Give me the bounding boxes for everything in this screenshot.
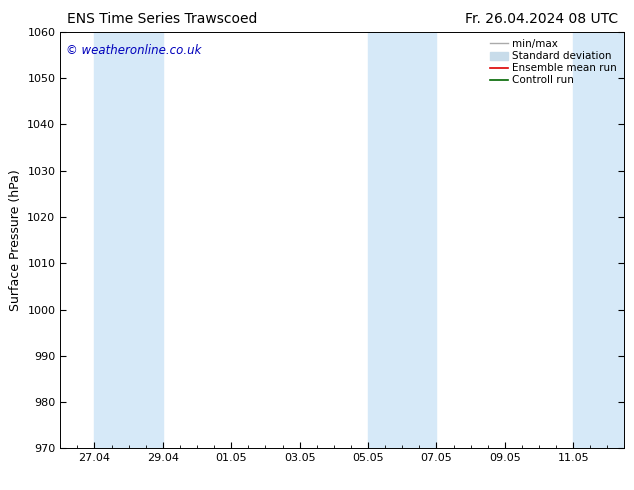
Text: Fr. 26.04.2024 08 UTC: Fr. 26.04.2024 08 UTC — [465, 12, 618, 26]
Text: © weatheronline.co.uk: © weatheronline.co.uk — [66, 44, 201, 57]
Text: ENS Time Series Trawscoed: ENS Time Series Trawscoed — [67, 12, 257, 26]
Y-axis label: Surface Pressure (hPa): Surface Pressure (hPa) — [9, 169, 22, 311]
Bar — [368, 32, 436, 448]
Bar — [573, 32, 624, 448]
Bar — [94, 32, 163, 448]
Legend: min/max, Standard deviation, Ensemble mean run, Controll run: min/max, Standard deviation, Ensemble me… — [486, 35, 621, 90]
